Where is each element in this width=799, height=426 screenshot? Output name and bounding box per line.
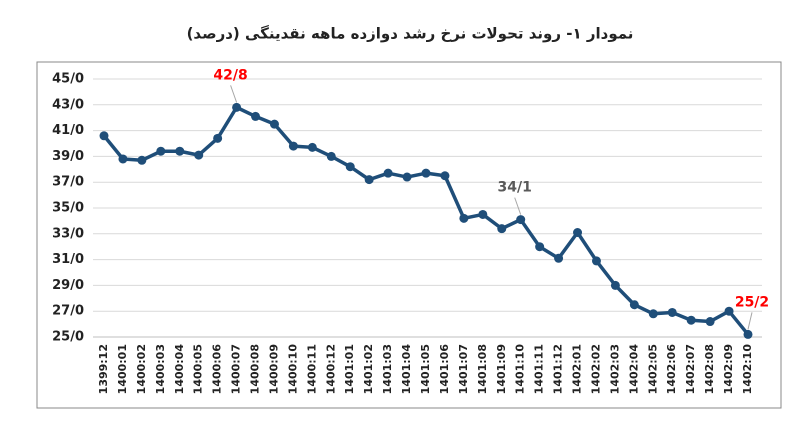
data-point: [383, 168, 393, 178]
y-tick-label: 31/0: [52, 252, 84, 267]
value-label: 42/8: [213, 67, 247, 83]
data-point: [686, 315, 696, 325]
x-tick-label: 1400:03: [154, 344, 167, 394]
x-tick-label: 1400:01: [116, 344, 129, 394]
data-point: [156, 146, 166, 156]
data-point: [724, 306, 734, 316]
data-point: [421, 168, 431, 178]
x-tick-label: 1401:06: [438, 344, 451, 395]
data-point: [232, 102, 242, 112]
label-leader: [747, 312, 753, 330]
y-tick-label: 39/0: [52, 149, 84, 164]
x-tick-label: 1402:10: [741, 344, 754, 395]
x-tick-label: 1400:04: [173, 344, 186, 395]
x-tick-label: 1400:08: [249, 344, 262, 394]
value-label: 34/1: [498, 180, 532, 196]
label-leader: [230, 85, 238, 103]
x-tick-label: 1400:05: [192, 344, 205, 394]
y-tick-label: 25/0: [52, 330, 84, 345]
x-tick-label: 1402:04: [627, 344, 640, 395]
data-point: [118, 154, 128, 164]
x-tick-label: 1401:11: [533, 344, 546, 394]
data-point: [194, 150, 204, 160]
y-tick-label: 35/0: [52, 201, 84, 216]
y-tick-label: 43/0: [52, 97, 84, 112]
x-tick-label: 1401:04: [400, 344, 413, 395]
x-tick-label: 1402:07: [684, 344, 697, 394]
data-point: [743, 329, 753, 339]
data-point: [175, 146, 185, 156]
label-leader: [514, 197, 522, 215]
data-point: [213, 133, 223, 143]
x-tick-label: 1401:09: [495, 344, 508, 394]
y-tick-label: 29/0: [52, 278, 84, 293]
x-tick-label: 1402:03: [608, 344, 621, 394]
x-tick-label: 1401:07: [457, 344, 470, 394]
data-point: [705, 317, 715, 327]
x-tick-label: 1400:10: [286, 344, 299, 395]
data-point: [573, 228, 583, 238]
x-tick-label: 1401:01: [343, 344, 356, 394]
data-point: [269, 119, 279, 129]
x-tick-label: 1402:01: [571, 344, 584, 394]
x-tick-label: 1400:11: [305, 344, 318, 394]
x-tick-label: 1401:10: [514, 344, 527, 395]
data-point: [345, 162, 355, 172]
data-point: [402, 172, 412, 182]
x-tick-label: 1402:02: [589, 344, 602, 394]
data-point: [554, 253, 564, 263]
data-point: [326, 151, 336, 161]
x-tick-label: 1402:09: [722, 344, 735, 394]
data-point: [591, 256, 601, 266]
x-tick-label: 1400:02: [135, 344, 148, 394]
data-point: [364, 175, 374, 185]
y-tick-label: 45/0: [52, 72, 84, 87]
x-tick-label: 1401:08: [476, 344, 489, 394]
data-point: [497, 224, 507, 234]
x-tick-label: 1399:12: [97, 344, 110, 394]
x-tick-label: 1400:06: [211, 344, 224, 395]
data-point: [288, 141, 298, 151]
data-point: [99, 131, 109, 141]
data-point: [610, 280, 620, 290]
data-point: [459, 213, 469, 223]
data-point: [535, 242, 545, 252]
x-tick-label: 1400:07: [230, 344, 243, 394]
data-point: [137, 155, 147, 165]
data-point: [667, 307, 677, 317]
x-tick-label: 1402:08: [703, 344, 716, 394]
data-point: [307, 142, 317, 152]
data-point: [251, 111, 261, 121]
x-tick-label: 1400:12: [324, 344, 337, 394]
data-point: [648, 309, 658, 319]
data-point: [478, 209, 488, 219]
y-tick-label: 27/0: [52, 304, 84, 319]
chart-title: نمودار ۱- روند تحولات نرخ رشد دوازده ماه…: [187, 25, 634, 43]
x-tick-label: 1401:12: [552, 344, 565, 394]
x-tick-label: 1401:03: [381, 344, 394, 394]
x-tick-label: 1402:05: [646, 344, 659, 394]
x-tick-label: 1401:02: [362, 344, 375, 394]
y-tick-label: 41/0: [52, 123, 84, 138]
data-point: [440, 171, 450, 181]
y-tick-label: 33/0: [52, 226, 84, 241]
x-tick-label: 1400:09: [267, 344, 280, 394]
data-point: [516, 215, 526, 225]
x-tick-label: 1402:06: [665, 344, 678, 395]
value-label: 25/2: [735, 294, 769, 310]
data-point: [629, 300, 639, 310]
chart-frame: [36, 61, 782, 409]
y-tick-label: 37/0: [52, 175, 84, 190]
series-line: [102, 105, 750, 336]
x-tick-label: 1401:05: [419, 344, 432, 394]
